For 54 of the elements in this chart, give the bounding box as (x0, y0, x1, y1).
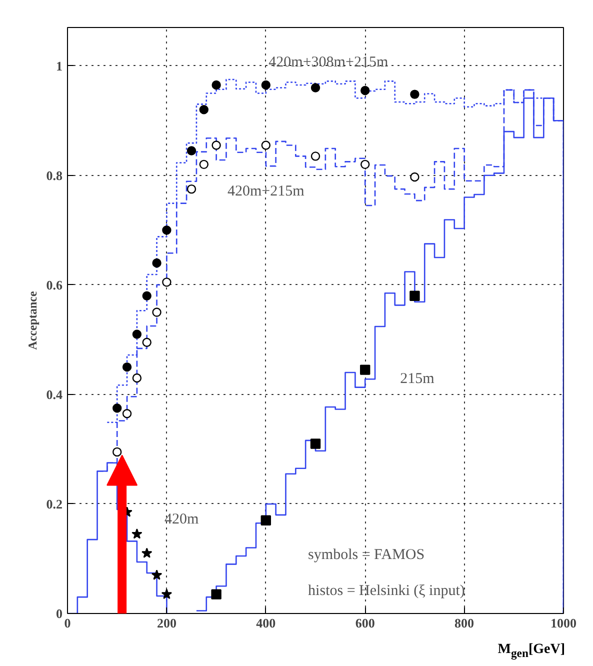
annotation: histos = Helsinki (ξ input) (308, 583, 465, 600)
point (151, 570, 162, 580)
point (360, 364, 370, 375)
point (410, 172, 420, 182)
y-tick-label: 0.2 (46, 496, 62, 512)
point (186, 184, 196, 194)
point (162, 278, 172, 287)
point (112, 404, 122, 413)
y-tick-label: 1 (56, 58, 62, 74)
point (212, 140, 221, 150)
annotation: 420m+215m (228, 184, 305, 200)
point (360, 160, 370, 170)
x-tick-label: 400 (256, 616, 276, 630)
point (199, 105, 208, 114)
point (410, 290, 420, 301)
point (360, 86, 370, 96)
y-tick-label: 0 (56, 606, 62, 621)
annotation: 215m (400, 371, 435, 388)
annotation: 420m (164, 512, 199, 528)
point (199, 160, 208, 170)
point (410, 90, 420, 99)
point (310, 152, 320, 161)
point (142, 548, 152, 558)
point (261, 80, 270, 90)
point (310, 438, 321, 449)
point (186, 146, 196, 156)
point (142, 291, 152, 300)
point (112, 447, 122, 457)
x-tick-label: 200 (156, 616, 176, 630)
x-tick-label: 600 (355, 616, 375, 630)
point (122, 362, 132, 372)
point (162, 226, 172, 235)
x-axis-title: M$_{gen}$[GeV] (498, 641, 565, 662)
point (261, 140, 270, 150)
point (152, 308, 162, 317)
annotation: 420m+308m+215m (268, 54, 388, 71)
y-tick-label: 0.4 (46, 386, 63, 402)
y-axis-title: Acceptance (25, 290, 40, 350)
point (132, 528, 142, 539)
point (152, 258, 162, 268)
point (211, 589, 222, 600)
y-tick-label: 0.8 (46, 168, 63, 183)
point (212, 80, 221, 90)
x-tick-label: 800 (454, 616, 474, 630)
point (310, 83, 320, 92)
annotation: symbols = FAMOS (308, 546, 425, 563)
point (132, 330, 142, 339)
point (142, 338, 152, 347)
point (161, 588, 172, 599)
x-tick-label: 1000 (550, 616, 576, 630)
point (132, 373, 142, 383)
point (260, 515, 271, 526)
point (122, 409, 132, 418)
y-tick-label: 0.6 (46, 277, 63, 292)
